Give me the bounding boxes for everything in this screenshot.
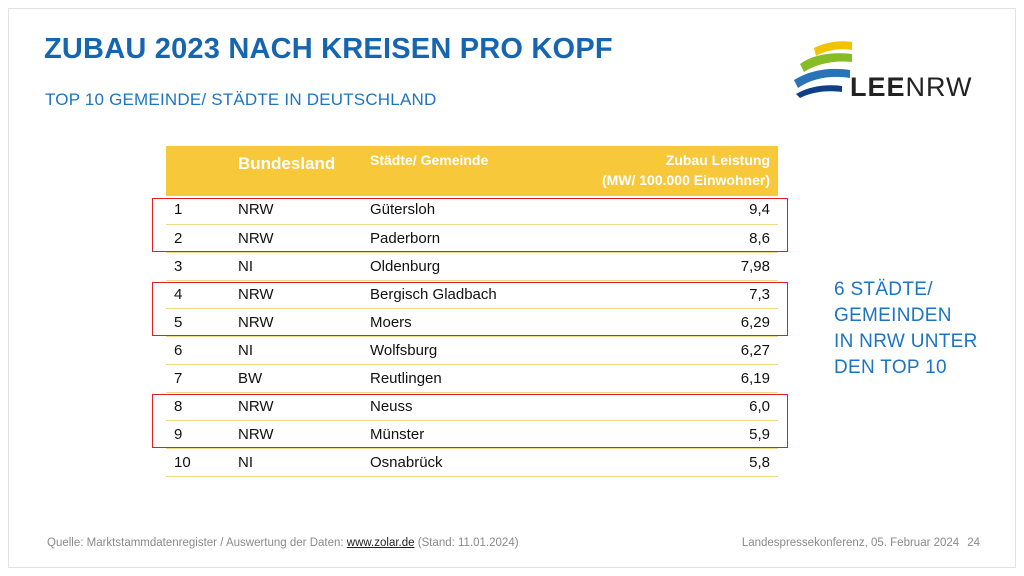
cell-stadt: Gütersloh [362, 196, 562, 225]
slide-title: ZUBAU 2023 NACH KREISEN PRO KOPF [44, 33, 613, 65]
logo-word-nrw: NRW [905, 72, 973, 102]
cell-land: BW [230, 364, 362, 393]
cell-rank: 6 [166, 336, 230, 365]
footer-event: Landespressekonferenz, 05. Februar 2024 2… [742, 537, 980, 549]
cell-land: NRW [230, 196, 362, 225]
footer-source: Quelle: Marktstammdatenregister / Auswer… [47, 537, 519, 549]
ranking-table: Bundesland Städte/ Gemeinde Zubau Leistu… [166, 146, 778, 477]
cell-wert: 9,4 [562, 196, 778, 225]
logo-wordmark: LEENRW [850, 72, 973, 103]
cell-wert: 7,3 [562, 280, 778, 309]
cell-wert: 8,6 [562, 224, 778, 253]
header-zubau-line1: Zubau Leistung [665, 152, 770, 168]
cell-land: NI [230, 336, 362, 365]
cell-rank: 7 [166, 364, 230, 393]
callout-line: GEMEINDEN [834, 305, 952, 326]
source-link[interactable]: www.zolar.de [346, 537, 415, 549]
cell-wert: 5,8 [562, 448, 778, 477]
header-zubau: Zubau Leistung (MW/ 100.000 Einwohner) [562, 146, 778, 196]
table-row: 6 NI Wolfsburg 6,27 [166, 336, 778, 365]
nrw-highlight-box [152, 394, 788, 448]
table-row: 1 NRW Gütersloh 9,4 [166, 196, 778, 225]
callout-line: IN NRW UNTER [834, 331, 978, 352]
table-header-row: Bundesland Städte/ Gemeinde Zubau Leistu… [166, 146, 778, 196]
cell-land: NI [230, 448, 362, 477]
source-suffix: (Stand: 11.01.2024) [414, 537, 519, 549]
cell-rank: 3 [166, 252, 230, 281]
logo-swoosh-icon [794, 41, 852, 98]
cell-stadt: Osnabrück [362, 448, 562, 477]
cell-land: NRW [230, 308, 362, 337]
header-zubau-line2: (MW/ 100.000 Einwohner) [601, 172, 770, 188]
cell-land: NRW [230, 224, 362, 253]
cell-rank: 4 [166, 280, 230, 309]
cell-land: NI [230, 252, 362, 281]
cell-wert: 6,27 [562, 336, 778, 365]
cell-rank: 1 [166, 196, 230, 225]
cell-wert: 6,19 [562, 364, 778, 393]
cell-wert: 5,9 [562, 420, 778, 449]
cell-stadt: Münster [362, 420, 562, 449]
event-text: Landespressekonferenz, 05. Februar 2024 [741, 537, 960, 549]
header-bundesland: Bundesland [230, 146, 362, 196]
table-row: 8 NRW Neuss 6,0 [166, 392, 778, 421]
slide-frame [8, 8, 1016, 568]
table-row: 9 NRW Münster 5,9 [166, 420, 778, 449]
cell-stadt: Wolfsburg [362, 336, 562, 365]
nrw-highlight-box [152, 282, 788, 336]
nrw-highlight-box [152, 198, 788, 252]
cell-stadt: Moers [362, 308, 562, 337]
slide-subtitle: TOP 10 GEMEINDE/ STÄDTE IN DEUTSCHLAND [45, 90, 437, 109]
source-prefix: Quelle: Marktstammdatenregister / Auswer… [47, 537, 347, 549]
cell-rank: 10 [166, 448, 230, 477]
table-row: 3 NI Oldenburg 7,98 [166, 252, 778, 281]
cell-stadt: Bergisch Gladbach [362, 280, 562, 309]
cell-rank: 8 [166, 392, 230, 421]
callout-line: 6 STÄDTE/ [834, 279, 933, 300]
nrw-callout: 6 STÄDTE/ GEMEINDEN IN NRW UNTER DEN TOP… [834, 277, 978, 381]
cell-stadt: Neuss [362, 392, 562, 421]
header-rank [166, 146, 230, 196]
cell-land: NRW [230, 280, 362, 309]
cell-stadt: Reutlingen [362, 364, 562, 393]
header-stadt: Städte/ Gemeinde [362, 146, 562, 196]
cell-wert: 6,0 [562, 392, 778, 421]
logo-word-lee: LEE [850, 72, 906, 102]
cell-land: NRW [230, 392, 362, 421]
table-row: 4 NRW Bergisch Gladbach 7,3 [166, 280, 778, 309]
lee-nrw-logo: LEENRW [792, 34, 987, 104]
callout-line: DEN TOP 10 [834, 357, 947, 378]
cell-stadt: Oldenburg [362, 252, 562, 281]
page-number: 24 [967, 537, 980, 549]
table-row: 10 NI Osnabrück 5,8 [166, 448, 778, 477]
cell-wert: 7,98 [562, 252, 778, 281]
table-row: 7 BW Reutlingen 6,19 [166, 364, 778, 393]
